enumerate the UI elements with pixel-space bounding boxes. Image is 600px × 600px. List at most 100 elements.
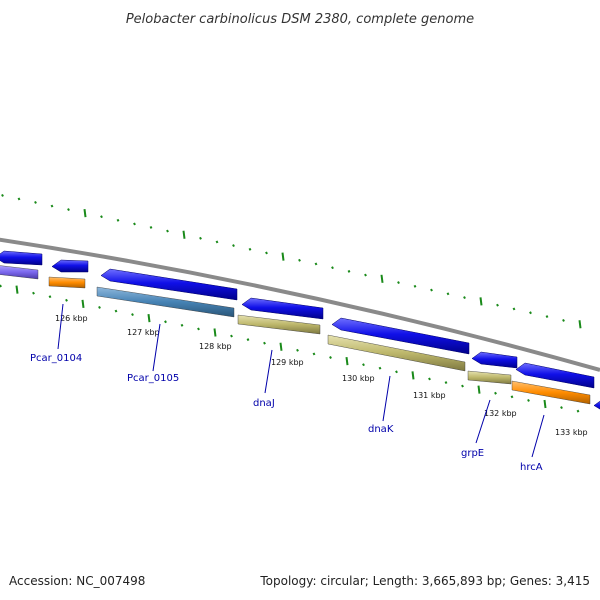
inner-tick	[362, 363, 365, 367]
inner-tick	[543, 399, 547, 409]
tick-label: 126 kbp	[55, 314, 88, 323]
outer-tick	[281, 252, 285, 261]
label-line-pcar-0105	[152, 323, 161, 372]
inner-tick	[131, 313, 134, 317]
gene-label-hrca[interactable]: hrcA	[520, 462, 543, 473]
outer-tick	[232, 244, 235, 248]
label-line-hrca	[531, 414, 545, 458]
outer-tick	[380, 274, 384, 283]
forward-gene	[100, 268, 238, 301]
outer-tick	[50, 204, 54, 208]
inner-tick	[32, 291, 35, 295]
inner-tick	[114, 309, 118, 313]
inner-tick	[560, 406, 563, 409]
inner-tick	[164, 320, 167, 324]
outer-tick	[215, 240, 219, 244]
reverse-gene	[0, 265, 39, 280]
outer-tick	[529, 311, 532, 315]
reverse-gene	[467, 370, 512, 385]
inner-tick	[279, 342, 283, 351]
inner-tick	[395, 370, 398, 374]
forward-gene	[331, 317, 470, 355]
outer-tick	[133, 222, 136, 226]
outer-tick	[578, 320, 582, 329]
inner-tick	[494, 391, 497, 395]
inner-tick	[510, 395, 514, 399]
outer-tick	[67, 208, 70, 212]
outer-tick	[17, 197, 21, 201]
label-line-pcar-0104	[57, 303, 64, 350]
tick-labels: 126 kbp 127 kbp 128 kbp 129 kbp 130 kbp …	[55, 314, 588, 437]
inner-tick	[378, 366, 382, 370]
inner-tick	[230, 334, 233, 338]
outer-tick	[34, 201, 37, 204]
outer-tick	[298, 258, 301, 262]
outer-tick	[116, 218, 120, 222]
tick-label: 129 kbp	[271, 358, 304, 367]
outer-tick	[199, 236, 202, 240]
outer-tick	[314, 262, 318, 266]
accession-text: Accession: NC_007498	[9, 574, 146, 588]
inner-tick	[345, 356, 349, 366]
gene-label-pcar-0105[interactable]: Pcar_0105	[127, 373, 179, 384]
inner-tick	[81, 299, 85, 308]
outer-tick	[265, 251, 268, 255]
gene-label-lines	[57, 303, 545, 458]
tick-label: 132 kbp	[484, 409, 517, 418]
outer-tick	[562, 318, 565, 322]
inner-tick	[246, 338, 250, 342]
reverse-gene	[96, 286, 235, 318]
tick-label: 127 kbp	[127, 328, 160, 337]
inner-tick	[48, 295, 52, 299]
forward-gene	[471, 351, 518, 369]
tick-label: 131 kbp	[413, 391, 446, 400]
outer-tick	[397, 281, 400, 284]
label-line-dnaj	[264, 349, 273, 394]
gene-label-grpe[interactable]: grpE	[461, 448, 484, 459]
outer-tick	[182, 230, 186, 239]
outer-tick	[166, 229, 169, 233]
inner-tick	[411, 371, 415, 380]
outer-tick	[446, 292, 450, 296]
outer-tick	[496, 303, 499, 307]
outer-tick	[248, 247, 252, 251]
inner-tick	[213, 328, 217, 337]
outer-tick	[1, 193, 4, 197]
outer-tick	[100, 215, 103, 219]
label-line-grpe	[475, 399, 491, 444]
inner-tick	[312, 352, 316, 356]
gene-label-dnak[interactable]: dnaK	[368, 424, 394, 435]
gene-label-pcar-0104[interactable]: Pcar_0104	[30, 353, 82, 364]
outer-tick	[347, 269, 351, 273]
inner-tick	[15, 285, 19, 294]
outer-tick	[463, 296, 466, 300]
outer-tick	[413, 284, 417, 288]
outer-tick	[479, 297, 483, 306]
inner-tick	[576, 409, 580, 413]
outer-tick	[545, 315, 549, 319]
inner-tick	[477, 385, 481, 394]
outer-tick	[83, 209, 87, 218]
forward-gene	[51, 259, 89, 273]
forward-gene	[593, 400, 600, 410]
genome-summary: Topology: circular; Length: 3,665,893 bp…	[260, 574, 590, 588]
inner-tick	[428, 377, 431, 381]
outer-tick	[512, 307, 516, 311]
outer-tick	[331, 266, 334, 270]
reverse-gene	[48, 276, 86, 289]
inner-tick	[527, 398, 530, 402]
inner-tick	[180, 323, 184, 327]
forward-gene	[241, 297, 324, 320]
gene-label-dnaj[interactable]: dnaJ	[253, 398, 275, 409]
backbone	[0, 237, 600, 372]
inner-tick	[98, 306, 101, 309]
inner-tick	[263, 341, 266, 345]
tick-label: 133 kbp	[555, 428, 588, 437]
reverse-gene	[327, 334, 466, 372]
inner-tick	[0, 284, 2, 288]
forward-gene	[0, 250, 43, 266]
tick-label: 130 kbp	[342, 374, 375, 383]
forward-genes	[0, 250, 600, 410]
outer-tick	[149, 226, 153, 229]
inner-tick	[65, 298, 68, 302]
